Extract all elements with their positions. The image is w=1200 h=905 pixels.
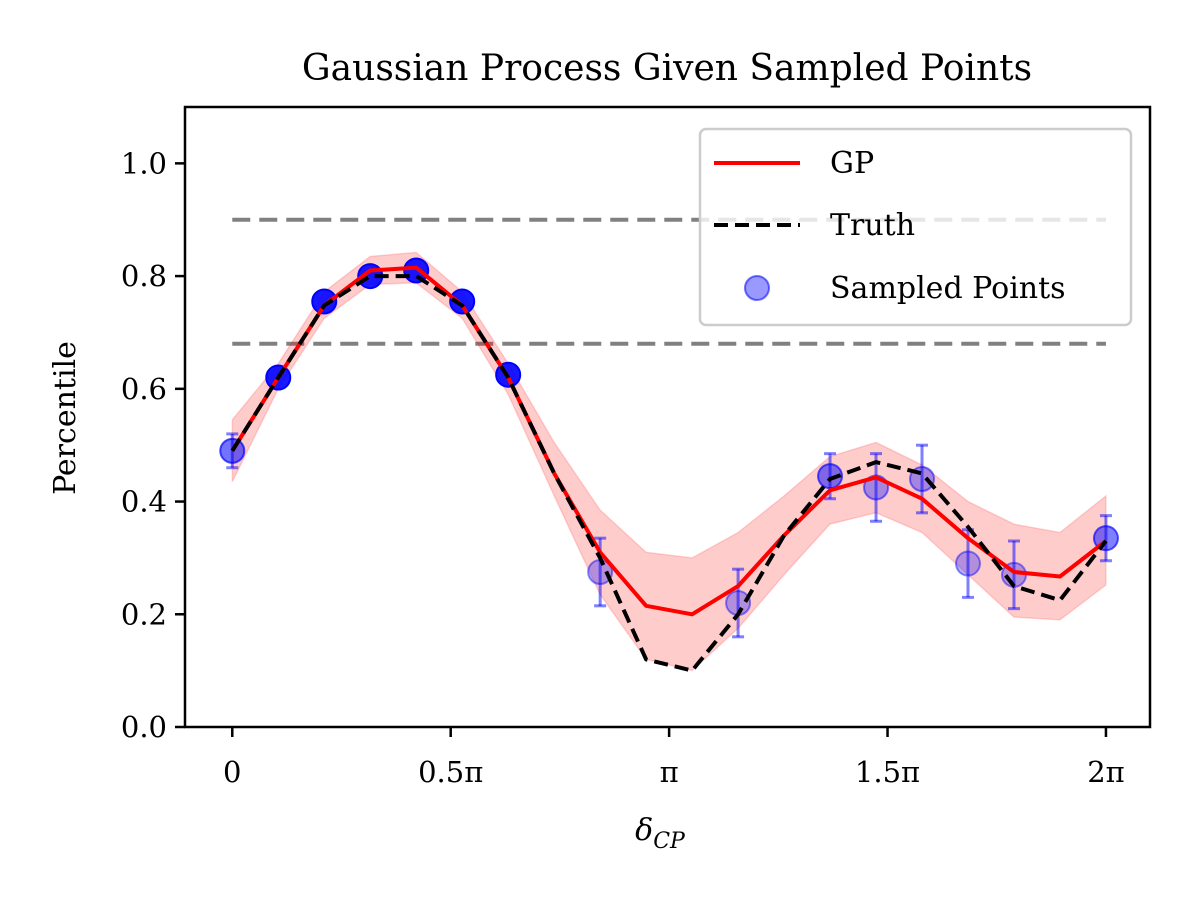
sampled-point-marker-6 — [449, 288, 476, 315]
gp-line — [230, 265, 1108, 617]
plot-area — [219, 217, 1119, 673]
legend-entry-gp: GP — [714, 146, 874, 181]
chart-title: Gaussian Process Given Sampled Points — [302, 48, 1032, 89]
sampled-point-3 — [311, 288, 338, 315]
x-tick-label-4: 2π — [1087, 755, 1125, 789]
x-axis-label-main: δ — [635, 813, 653, 848]
sampled-point-9 — [725, 567, 752, 639]
legend-entry-sampled-points: Sampled Points — [744, 271, 1066, 306]
y-tick-label-2: 0.4 — [121, 485, 167, 519]
axes: 0.0 0.2 0.4 0.6 0.8 1.0 0 0.5π π 1.5π 2π — [121, 105, 1152, 789]
x-tick-label-2: π — [660, 755, 679, 789]
sampled-point-marker-1 — [219, 437, 246, 464]
legend: GP Truth Sampled Points — [698, 127, 1133, 327]
x-tick-label-3: 1.5π — [855, 755, 920, 789]
gp-confidence-band — [231, 251, 1107, 672]
y-axis-label: Percentile — [48, 341, 83, 495]
x-tick-label-1: 0.5π — [418, 755, 483, 789]
sampled-point-6 — [449, 288, 476, 315]
y-tick-label-4: 0.8 — [121, 259, 167, 293]
legend-label-sampled-points: Sampled Points — [830, 271, 1066, 306]
y-tick-label-1: 0.2 — [121, 597, 167, 631]
sampled-point-marker-3 — [311, 288, 338, 315]
y-tick-label-3: 0.6 — [121, 372, 167, 406]
legend-label-gp: GP — [830, 146, 874, 181]
sampled-point-10 — [817, 452, 844, 501]
x-axis-label: δCP — [635, 813, 686, 854]
axes-frame — [183, 105, 1152, 729]
sampled-point-marker-13 — [954, 550, 981, 577]
plot-content — [219, 217, 1119, 673]
sampled-point-marker-5 — [403, 257, 430, 284]
legend-label-truth: Truth — [830, 208, 915, 243]
legend-entry-truth: Truth — [714, 208, 915, 243]
sampled-point-5 — [403, 257, 430, 284]
sampled-point-marker-10 — [817, 463, 844, 490]
legend-box — [698, 127, 1133, 327]
y-tick-label-5: 1.0 — [121, 146, 167, 180]
x-axis-label-subscript: CP — [653, 829, 686, 854]
x-tick-label-0: 0 — [223, 755, 241, 789]
sampled-point-15 — [1092, 514, 1119, 563]
legend-swatch-sampled-points — [744, 275, 770, 301]
y-tick-label-0: 0.0 — [121, 710, 167, 744]
truth-line — [230, 274, 1108, 673]
